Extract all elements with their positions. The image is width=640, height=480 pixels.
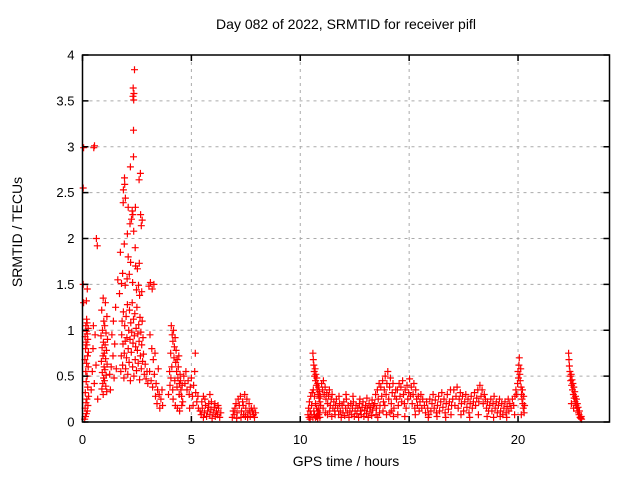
y-tick-label: 1.5	[56, 277, 74, 292]
y-tick-label: 2	[67, 231, 74, 246]
axis-ticks	[81, 54, 610, 423]
x-tick-label: 15	[402, 432, 416, 447]
scatter-points	[79, 66, 586, 423]
x-tick-label: 0	[79, 432, 86, 447]
y-tick-label: 2.5	[56, 185, 74, 200]
chart-title: Day 082 of 2022, SRMTID for receiver pif…	[216, 16, 476, 32]
x-tick-label: 10	[293, 432, 307, 447]
y-tick-label: 4	[67, 48, 74, 63]
x-axis-label: GPS time / hours	[292, 453, 400, 469]
x-tick-label: 20	[511, 432, 525, 447]
x-tick-label: 5	[188, 432, 195, 447]
y-tick-label: 1	[67, 323, 74, 338]
gridlines	[82, 55, 610, 422]
y-tick-label: 3.5	[56, 93, 74, 108]
y-tick-label: 3	[67, 139, 74, 154]
y-tick-label: 0	[67, 415, 74, 430]
y-tick-label: 0.5	[56, 369, 74, 384]
